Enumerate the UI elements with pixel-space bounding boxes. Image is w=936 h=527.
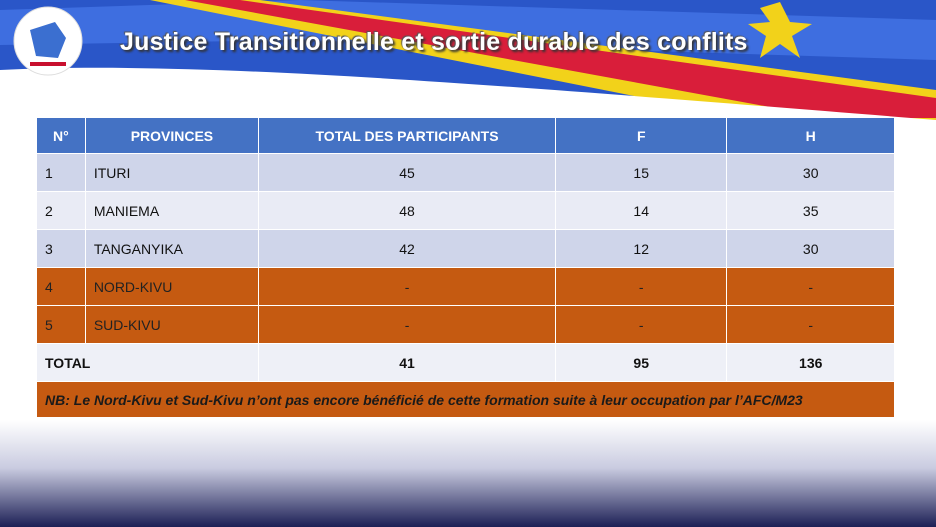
- table-cell: 48: [258, 191, 557, 230]
- logo-map: [30, 22, 66, 58]
- total-cell: 136: [726, 343, 895, 382]
- table-row: 1 ITURI 45 15 30: [36, 153, 895, 192]
- table-cell: TANGANYIKA: [84, 229, 260, 268]
- column-header: TOTAL DES PARTICIPANTS: [258, 117, 557, 154]
- table-body: 1 ITURI 45 15 30 2 MANIEMA 48 14 35 3 TANGANYIKA 42 1…: [35, 153, 895, 418]
- table-row: 2 MANIEMA 48 14 35: [36, 191, 895, 230]
- table-cell: 30: [726, 153, 895, 192]
- table-cell: 14: [555, 191, 728, 230]
- total-label: TOTAL: [35, 343, 260, 382]
- table-cell: -: [555, 267, 728, 306]
- participants-table: N° PROVINCES TOTAL DES PARTICIPANTS F H 1 ITUR…: [35, 117, 895, 418]
- table-cell: 1: [36, 153, 86, 192]
- table-cell: ITURI: [84, 153, 260, 192]
- note: NB: Le Nord-Kivu et Sud-Kivu n’ont pas e…: [36, 381, 895, 418]
- flag-red: [185, 0, 936, 118]
- column-header: H: [726, 117, 895, 154]
- table-cell: 42: [258, 229, 557, 268]
- total-row: TOTAL 41 95 136: [35, 343, 895, 382]
- table-cell: -: [258, 267, 557, 306]
- table-cell: 12: [555, 229, 728, 268]
- table-cell: 15: [555, 153, 728, 192]
- table-cell: 4: [36, 267, 86, 306]
- column-header: PROVINCES: [84, 117, 260, 154]
- table-cell: 5: [36, 305, 86, 344]
- note-row: NB: Le Nord-Kivu et Sud-Kivu n’ont pas e…: [36, 381, 895, 418]
- table-row: 4 NORD-KIVU - - -: [36, 267, 895, 306]
- table-cell: -: [726, 305, 895, 344]
- table-cell: 35: [726, 191, 895, 230]
- table-row: 3 TANGANYIKA 42 12 30: [36, 229, 895, 268]
- header-row: N° PROVINCES TOTAL DES PARTICIPANTS F H: [36, 117, 895, 154]
- logo-band: [30, 62, 66, 66]
- total-cell: 95: [555, 343, 728, 382]
- slide-title: Justice Transitionnelle et sortie durabl…: [120, 28, 748, 56]
- table-cell: -: [258, 305, 557, 344]
- table-cell: 45: [258, 153, 557, 192]
- table-cell: NORD-KIVU: [84, 267, 260, 306]
- table-row: 5 SUD-KIVU - - -: [36, 305, 895, 344]
- table-cell: 3: [36, 229, 86, 268]
- column-header: N°: [36, 117, 86, 154]
- table-cell: -: [726, 267, 895, 306]
- flag-star: [748, 2, 812, 58]
- table-cell: 2: [36, 191, 86, 230]
- table-cell: SUD-KIVU: [84, 305, 260, 344]
- bottom-gradient: [0, 420, 936, 527]
- table-cell: -: [555, 305, 728, 344]
- table-cell: 30: [726, 229, 895, 268]
- table-cell: MANIEMA: [84, 191, 260, 230]
- total-cell: 41: [258, 343, 557, 382]
- column-header: F: [555, 117, 728, 154]
